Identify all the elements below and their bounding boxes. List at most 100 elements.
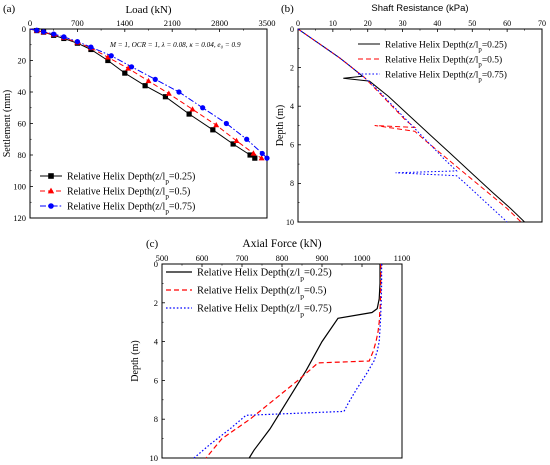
data-point (105, 57, 111, 64)
x-tick-label: 800 (276, 253, 289, 263)
data-point (223, 120, 229, 127)
legend-label-part: =0.25) (304, 268, 332, 279)
series-3 (29, 27, 270, 161)
legend-label: Relative Helix Depth(z/lp=0.5) (197, 286, 327, 301)
legend-label: Relative Helix Depth(z/lp=0.25) (67, 172, 195, 186)
legend-label-part: Relative Helix Depth(z/l (385, 39, 479, 50)
x-tick-label: 30 (399, 19, 407, 28)
annotation-text: M = 1, OCR = 1, λ = 0.08, κ = 0.04, e₀ =… (109, 41, 241, 49)
data-point (51, 31, 57, 37)
legend: Relative Helix Depth(z/lp=0.25)Relative … (358, 39, 507, 83)
legend-label-part: p (165, 178, 169, 186)
legend: Relative Helix Depth(z/lp=0.25)Relative … (40, 172, 195, 216)
x-tick-label: 2800 (211, 18, 228, 28)
y-tick-label: 4 (290, 102, 294, 111)
data-point (128, 64, 135, 70)
series-line (297, 28, 508, 223)
legend-label-part: =0.25) (482, 39, 507, 50)
legend-label-part: p (478, 76, 482, 83)
data-point (108, 53, 114, 59)
data-point (61, 34, 67, 40)
x-tick-label: 1000 (354, 253, 371, 263)
legend-label-part: p (300, 309, 304, 318)
legend-label: Relative Helix Depth(z/lp=0.5) (67, 187, 190, 201)
data-point (122, 70, 128, 76)
panel-label: (c) (146, 238, 159, 250)
x-axis-title: Shaft Resistance (kPa) (371, 3, 468, 14)
x-tick-label: 0 (28, 18, 32, 28)
y-tick-label: 100 (13, 181, 26, 191)
data-point (233, 137, 240, 144)
y-tick-label: 8 (290, 179, 294, 188)
x-tick-label: 10 (329, 19, 337, 28)
data-point (244, 136, 250, 142)
legend: Relative Helix Depth(z/lp=0.25)Relative … (166, 268, 332, 318)
data-point (125, 65, 132, 71)
legend-label-part: Relative Helix Depth(z/l (197, 304, 300, 315)
panel-label: (b) (281, 3, 294, 15)
y-tick-label: 120 (13, 213, 26, 223)
legend-label-part: Relative Helix Depth(z/l (385, 54, 479, 65)
legend-label-part: =0.75) (482, 69, 507, 80)
series-2 (205, 264, 382, 459)
legend-label-part: p (165, 193, 169, 201)
legend-label: Relative Helix Depth(z/lp=0.5) (385, 54, 502, 67)
x-tick-label: 700 (71, 18, 84, 28)
series-line (205, 264, 382, 459)
data-point (162, 94, 169, 100)
chart-panel-c: 500 600 700 800 900 1000 1100 0 2 4 6 8 10 Axial Forc… (130, 238, 410, 463)
data-point (40, 29, 47, 35)
x-tick-label: 900 (316, 253, 329, 263)
x-tick-label: 70 (538, 19, 546, 28)
legend-label-part: p (478, 61, 482, 68)
y-tick-label: 60 (18, 118, 27, 128)
legend-label: Relative Helix Depth(z/lp=0.25) (197, 268, 332, 283)
x-tick-label: 2100 (164, 18, 181, 28)
legend-label: Relative Helix Depth(z/lp=0.75) (385, 69, 507, 83)
series-line (248, 264, 381, 459)
legend-label-part: =0.5) (169, 187, 190, 198)
data-point (250, 150, 257, 156)
legend-label-part: =0.25) (169, 172, 195, 183)
chart-panel-b: 0 10 20 30 40 50 60 70 0 2 4 6 8 10 Shaft Resistance (… (275, 3, 546, 227)
x-tick-label: 500 (156, 253, 169, 263)
y-axis-title: Depth (m) (130, 340, 141, 381)
x-tick-label: 1100 (394, 253, 411, 263)
y-axis-title: Depth (m) (275, 105, 286, 146)
legend-label: Relative Helix Depth(z/lp=0.75) (67, 202, 195, 216)
y-tick-label: 6 (290, 141, 294, 150)
data-point (247, 152, 253, 158)
legend-label-part: p (478, 46, 482, 53)
x-tick-label: 50 (468, 19, 476, 28)
data-point (210, 127, 216, 133)
legend-label-part: p (165, 208, 169, 216)
legend-marker (48, 173, 54, 179)
legend-label-part: =0.75) (304, 304, 332, 315)
data-point (145, 77, 152, 84)
y-axis-title: Settlement (mm) (2, 90, 13, 158)
legend-label-part: Relative Helix Depth(z/l (385, 69, 479, 80)
legend-label: Relative Helix Depth(z/lp=0.25) (385, 39, 507, 53)
data-point (104, 54, 111, 60)
legend-label-part: =0.5) (482, 54, 502, 65)
data-point (74, 39, 80, 45)
data-point (230, 141, 236, 147)
y-tick-label: 4 (154, 337, 159, 347)
x-axis-title: Load (kN) (125, 4, 171, 16)
y-tick-label: 40 (18, 87, 27, 97)
data-point (176, 89, 182, 95)
legend-label-part: Relative Helix Depth(z/l (197, 268, 300, 279)
x-tick-label: 40 (433, 19, 441, 28)
x-tick-label: 3500 (259, 18, 276, 28)
series-3 (297, 28, 508, 223)
y-tick-label: 80 (18, 150, 27, 160)
x-tick-label: 60 (503, 19, 511, 28)
data-point (186, 111, 192, 117)
y-tick-label: 0 (22, 24, 26, 34)
data-point (252, 155, 258, 161)
legend-label-part: =0.75) (169, 202, 195, 213)
data-point (189, 106, 196, 112)
x-axis-title: Axial Force (kN) (242, 238, 321, 250)
legend-label-part: =0.5) (304, 286, 327, 297)
series-line (29, 28, 262, 159)
